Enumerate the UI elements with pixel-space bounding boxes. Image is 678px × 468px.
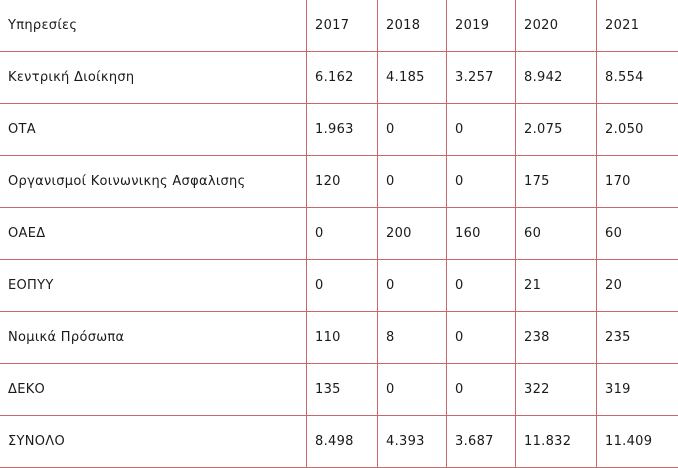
cell-2018: 200 [378, 208, 447, 260]
cell-2021: 319 [597, 364, 678, 416]
cell-2021: 8.554 [597, 52, 678, 104]
cell-2017: 120 [307, 156, 378, 208]
cell-2021: 11.409 [597, 416, 678, 468]
header-2017: 2017 [307, 0, 378, 52]
cell-2020: 2.075 [516, 104, 597, 156]
cell-2020: 322 [516, 364, 597, 416]
header-row: Υπηρεσίες 2017 2018 2019 2020 2021 [0, 0, 678, 52]
total-row: ΣΥΝΟΛΟ 8.498 4.393 3.687 11.832 11.409 [0, 416, 678, 468]
cell-2018: 8 [378, 312, 447, 364]
header-services: Υπηρεσίες [0, 0, 307, 52]
cell-2018: 4.185 [378, 52, 447, 104]
cell-2020: 60 [516, 208, 597, 260]
row-label: ΟΤΑ [0, 104, 307, 156]
cell-2021: 235 [597, 312, 678, 364]
header-2020: 2020 [516, 0, 597, 52]
cell-2018: 0 [378, 364, 447, 416]
header-2021: 2021 [597, 0, 678, 52]
cell-2019: 0 [447, 312, 516, 364]
row-label: ΔΕΚΟ [0, 364, 307, 416]
row-label: ΕΟΠΥΥ [0, 260, 307, 312]
header-2019: 2019 [447, 0, 516, 52]
row-label: ΣΥΝΟΛΟ [0, 416, 307, 468]
header-2018: 2018 [378, 0, 447, 52]
cell-2017: 110 [307, 312, 378, 364]
cell-2021: 2.050 [597, 104, 678, 156]
cell-2017: 0 [307, 260, 378, 312]
table-row: ΟΤΑ 1.963 0 0 2.075 2.050 [0, 104, 678, 156]
cell-2021: 20 [597, 260, 678, 312]
cell-2020: 21 [516, 260, 597, 312]
row-label: Οργανισμοί Κοινωνικης Ασφαλισης [0, 156, 307, 208]
table-row: Νομικά Πρόσωπα 110 8 0 238 235 [0, 312, 678, 364]
cell-2017: 135 [307, 364, 378, 416]
cell-2020: 175 [516, 156, 597, 208]
table-row: Οργανισμοί Κοινωνικης Ασφαλισης 120 0 0 … [0, 156, 678, 208]
cell-2020: 238 [516, 312, 597, 364]
cell-2019: 0 [447, 104, 516, 156]
cell-2018: 0 [378, 104, 447, 156]
cell-2017: 8.498 [307, 416, 378, 468]
cell-2019: 0 [447, 364, 516, 416]
cell-2019: 160 [447, 208, 516, 260]
cell-2021: 60 [597, 208, 678, 260]
cell-2019: 3.257 [447, 52, 516, 104]
cell-2019: 0 [447, 260, 516, 312]
table-row: Κεντρική Διοίκηση 6.162 4.185 3.257 8.94… [0, 52, 678, 104]
row-label: ΟΑΕΔ [0, 208, 307, 260]
cell-2020: 11.832 [516, 416, 597, 468]
cell-2017: 6.162 [307, 52, 378, 104]
cell-2019: 3.687 [447, 416, 516, 468]
cell-2017: 1.963 [307, 104, 378, 156]
cell-2019: 0 [447, 156, 516, 208]
cell-2020: 8.942 [516, 52, 597, 104]
table-row: ΔΕΚΟ 135 0 0 322 319 [0, 364, 678, 416]
row-label: Νομικά Πρόσωπα [0, 312, 307, 364]
cell-2018: 4.393 [378, 416, 447, 468]
cell-2021: 170 [597, 156, 678, 208]
cell-2017: 0 [307, 208, 378, 260]
row-label: Κεντρική Διοίκηση [0, 52, 307, 104]
cell-2018: 0 [378, 260, 447, 312]
table-row: ΕΟΠΥΥ 0 0 0 21 20 [0, 260, 678, 312]
cell-2018: 0 [378, 156, 447, 208]
table-row: ΟΑΕΔ 0 200 160 60 60 [0, 208, 678, 260]
